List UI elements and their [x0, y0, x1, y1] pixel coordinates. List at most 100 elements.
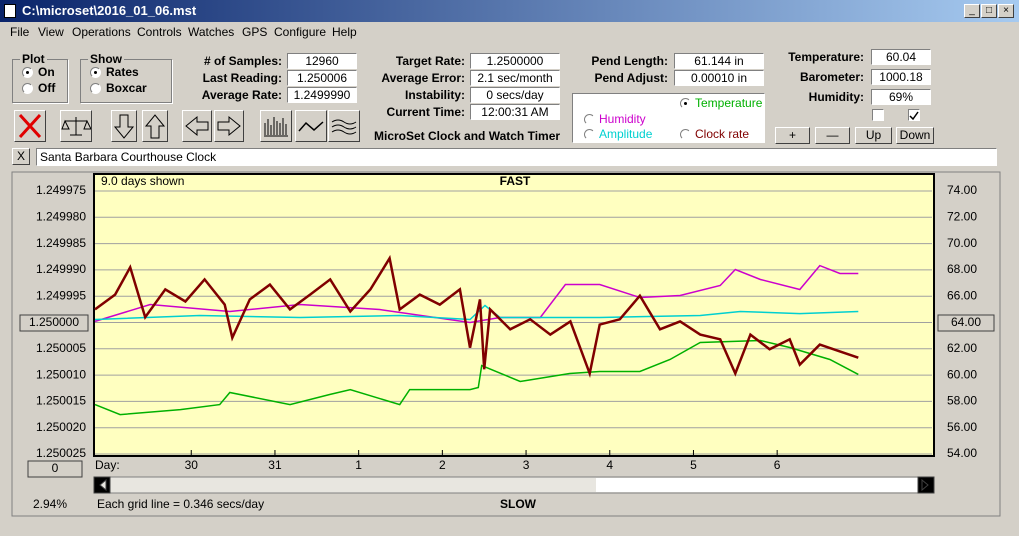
app-name: MicroSet Clock and Watch Timer: [374, 129, 561, 143]
menu-item[interactable]: Configure: [274, 25, 327, 39]
center-temp-button-label[interactable]: 64.00: [951, 315, 981, 329]
chart-title: FAST: [500, 174, 531, 188]
menu-item[interactable]: Watches: [188, 25, 235, 39]
window-control[interactable]: ×: [998, 4, 1014, 18]
series-option[interactable]: Clock rate: [695, 127, 750, 141]
checkbox[interactable]: [872, 109, 884, 121]
y2-tick-label: 66.00: [947, 288, 977, 302]
icon: [144, 114, 166, 139]
left-button[interactable]: [182, 110, 212, 142]
scroll-percent: 2.94%: [33, 497, 67, 511]
x-tick-label: 4: [606, 458, 613, 472]
y2-tick-label: 70.00: [947, 236, 977, 250]
icon: [18, 113, 42, 139]
y2-tick-label: 62.00: [947, 341, 977, 355]
field-value: 1000.18: [871, 69, 931, 85]
center-rate-button-label[interactable]: 1.250000: [29, 315, 79, 329]
field-value: 0.00010 in: [674, 70, 764, 86]
radio-button[interactable]: [90, 67, 101, 78]
field-value: 0 secs/day: [470, 87, 560, 103]
radio-button[interactable]: [90, 83, 101, 94]
scroll-left[interactable]: [93, 476, 111, 494]
y-tick-label: 1.249990: [36, 262, 86, 276]
menu-item[interactable]: Controls: [137, 25, 182, 39]
icon: [217, 115, 241, 137]
series-option[interactable]: Amplitude: [599, 127, 653, 141]
y2-tick-label: 54.00: [947, 446, 977, 460]
button[interactable]: Up: [855, 127, 892, 144]
title-bar: [0, 0, 1019, 22]
offset-button-label[interactable]: 0: [52, 461, 59, 475]
menu-item[interactable]: File: [10, 25, 30, 39]
radio-button[interactable]: [22, 83, 33, 94]
center-temp-button[interactable]: [937, 314, 995, 332]
radio-dot: [94, 71, 97, 74]
y-tick-label: 1.249975: [36, 183, 86, 197]
x-tick-label: 6: [774, 458, 781, 472]
scroll-thumb[interactable]: [596, 478, 918, 492]
menu-item[interactable]: Operations: [72, 25, 131, 39]
field-value: 69%: [871, 89, 931, 105]
field-label: Pend Length:: [591, 54, 668, 68]
icon: [298, 121, 324, 132]
x-tick-label: 5: [690, 458, 697, 472]
checkbox[interactable]: [908, 109, 920, 121]
field-label: Target Rate:: [395, 54, 465, 68]
window-title: C:\microset\2016_01_06.mst: [22, 3, 197, 18]
scroll-right[interactable]: [917, 476, 935, 494]
offset-button[interactable]: [27, 460, 83, 478]
radio-label[interactable]: Off: [38, 81, 56, 95]
menu-item[interactable]: View: [38, 25, 64, 39]
radio-button[interactable]: [680, 129, 691, 140]
y2-tick-label: 64.00: [947, 315, 977, 329]
series-option[interactable]: Temperature: [695, 96, 763, 110]
x-axis-label: Day:: [95, 458, 120, 472]
series-line: [94, 254, 859, 379]
y-tick-label: 1.250025: [36, 446, 86, 460]
field-value: 2.1 sec/month: [470, 70, 560, 86]
y2-tick-label: 60.00: [947, 367, 977, 381]
scale-button[interactable]: [60, 110, 92, 142]
radio-button[interactable]: [584, 114, 595, 125]
radio-label[interactable]: On: [38, 65, 55, 79]
button[interactable]: Down: [896, 127, 934, 144]
right-button[interactable]: [214, 110, 244, 142]
y2-tick-label: 56.00: [947, 420, 977, 434]
field-value: 12:00:31 AM: [470, 104, 560, 120]
close-button[interactable]: X: [12, 148, 30, 165]
button[interactable]: —: [815, 127, 850, 144]
menu-item[interactable]: GPS: [242, 25, 268, 39]
field-label: Temperature:: [788, 50, 864, 64]
radio-button[interactable]: [22, 67, 33, 78]
series-line: [94, 339, 859, 416]
radio-label[interactable]: Rates: [106, 65, 139, 79]
window-control[interactable]: □: [981, 4, 997, 18]
radio-button[interactable]: [680, 98, 691, 109]
x-tick-label: 3: [523, 458, 530, 472]
group-label: Show: [88, 52, 124, 66]
up-button[interactable]: [142, 110, 168, 142]
line-button[interactable]: [295, 110, 327, 142]
field-value: 1.2500000: [470, 53, 560, 69]
field-label: Current Time:: [386, 105, 465, 119]
radio-button[interactable]: [584, 129, 595, 140]
menu-item[interactable]: Help: [332, 25, 357, 39]
center-rate-button[interactable]: [19, 314, 89, 332]
group-label: Plot: [20, 52, 47, 66]
y2-tick-label: 58.00: [947, 394, 977, 408]
y2-tick-label: 74.00: [947, 183, 977, 197]
icon: [264, 117, 288, 137]
series-option[interactable]: Humidity: [599, 112, 646, 126]
clock-name[interactable]: Santa Barbara Courthouse Clock: [36, 148, 997, 166]
delete-button[interactable]: [14, 110, 46, 142]
histogram-button[interactable]: [260, 110, 292, 142]
button[interactable]: +: [775, 127, 810, 144]
window-control[interactable]: _: [964, 4, 980, 18]
scrollbar[interactable]: [93, 476, 935, 494]
wave-button[interactable]: [328, 110, 360, 142]
field-value: 1.250006: [287, 70, 357, 86]
radio-label[interactable]: Boxcar: [106, 81, 147, 95]
down-button[interactable]: [111, 110, 137, 142]
y-tick-label: 1.249985: [36, 236, 86, 250]
span-label: 9.0 days shown: [101, 174, 184, 188]
